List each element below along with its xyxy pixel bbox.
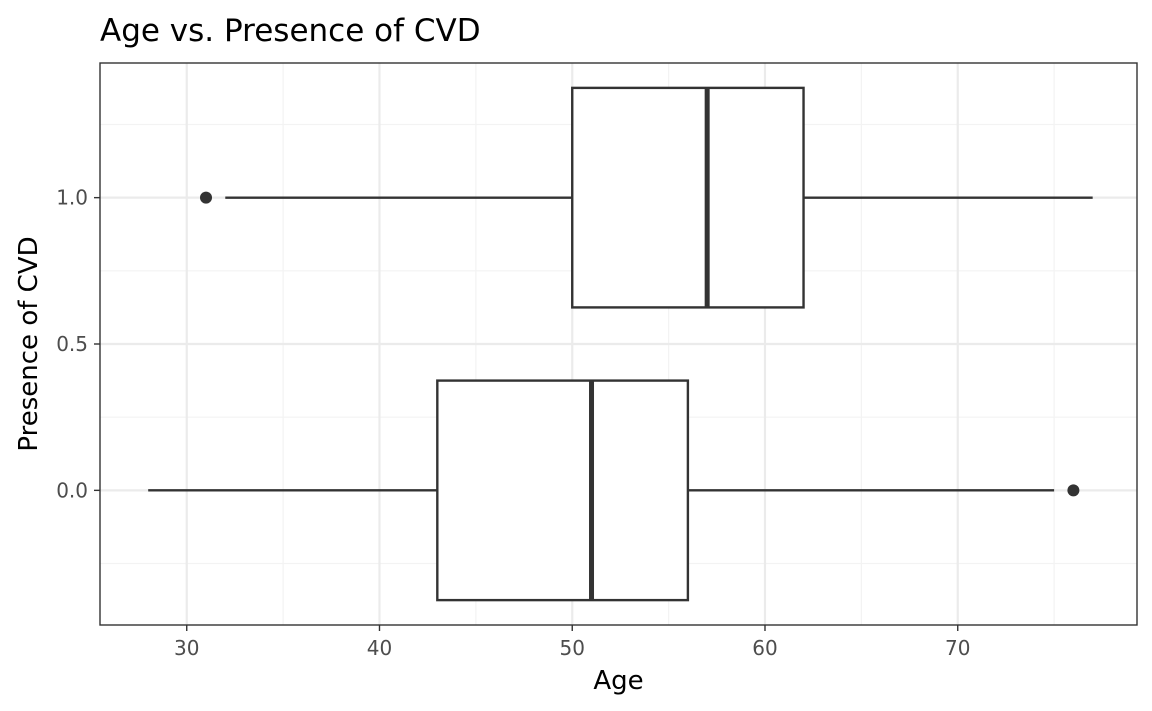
y-tick-label: 1.0	[56, 186, 88, 210]
chart-title: Age vs. Presence of CVD	[100, 13, 481, 49]
y-tick-label: 0.0	[56, 478, 88, 502]
axes: 30 40 50 60 70 0.0 0.5 1.0	[56, 186, 970, 660]
x-tick-label: 30	[174, 636, 199, 660]
y-axis-title: Presence of CVD	[14, 236, 44, 451]
box-group-1.0	[200, 86, 1093, 309]
outlier-point	[200, 191, 213, 204]
box-iqr	[436, 379, 690, 602]
outlier-point	[1067, 484, 1080, 497]
box-group-0.0	[148, 379, 1080, 602]
box-iqr	[571, 86, 805, 309]
x-tick-label: 50	[560, 636, 585, 660]
x-tick-label: 40	[367, 636, 392, 660]
x-tick-label: 70	[945, 636, 970, 660]
boxes	[148, 86, 1093, 602]
y-tick-label: 0.5	[56, 332, 88, 356]
x-tick-label: 60	[752, 636, 777, 660]
x-axis-title: Age	[593, 666, 643, 696]
